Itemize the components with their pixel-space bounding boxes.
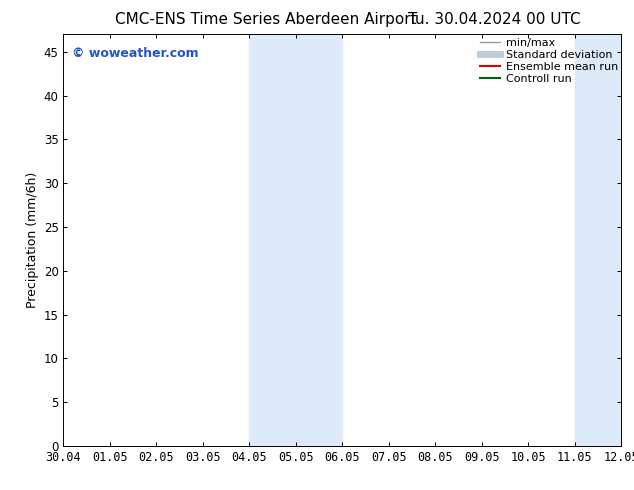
Bar [575, 34, 634, 446]
Text: Tu. 30.04.2024 00 UTC: Tu. 30.04.2024 00 UTC [408, 12, 581, 27]
Text: © woweather.com: © woweather.com [72, 47, 198, 60]
Legend: min/max, Standard deviation, Ensemble mean run, Controll run: min/max, Standard deviation, Ensemble me… [480, 38, 618, 84]
Bar [249, 34, 342, 446]
Y-axis label: Precipitation (mm/6h): Precipitation (mm/6h) [27, 172, 39, 308]
Text: CMC-ENS Time Series Aberdeen Airport: CMC-ENS Time Series Aberdeen Airport [115, 12, 417, 27]
